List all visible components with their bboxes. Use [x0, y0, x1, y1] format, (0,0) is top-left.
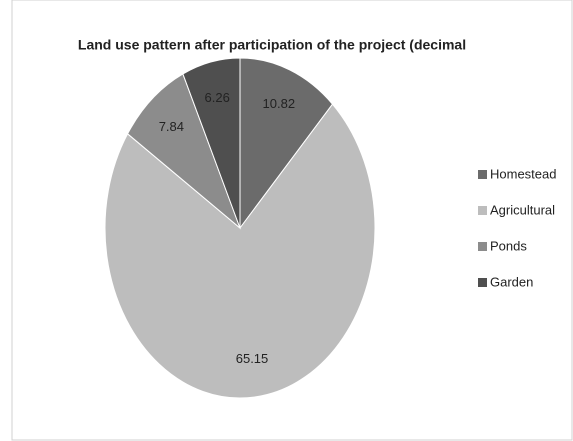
legend-swatch	[478, 278, 487, 287]
pie-slice	[126, 73, 242, 230]
legend-label: Agricultural	[490, 202, 555, 217]
data-label: 7.84	[159, 119, 184, 134]
legend-swatch	[478, 242, 487, 251]
legend-label: Ponds	[490, 238, 527, 253]
data-label: 65.15	[236, 351, 269, 366]
pie-slice	[182, 57, 241, 229]
data-label: 10.82	[263, 96, 296, 111]
legend-swatch	[478, 170, 487, 179]
legend-label: Homestead	[490, 166, 556, 181]
chart-title: Land use pattern after participation of …	[78, 37, 466, 53]
data-label: 6.26	[205, 90, 230, 105]
pie-slice	[239, 57, 334, 230]
legend-swatch	[478, 206, 487, 215]
legend-label: Garden	[490, 274, 533, 289]
pie-slice	[104, 103, 376, 399]
